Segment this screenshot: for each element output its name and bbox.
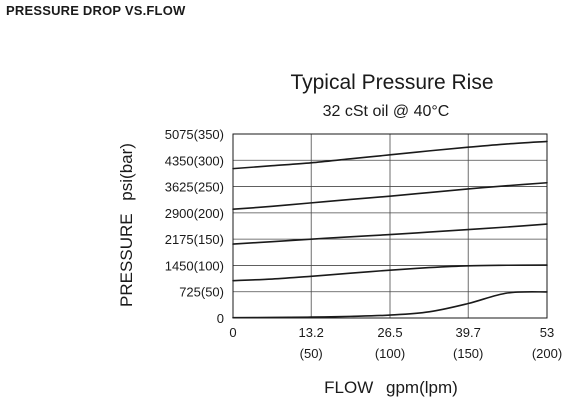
series-line-5 bbox=[232, 140, 548, 170]
series-line-4 bbox=[232, 181, 548, 211]
series-line-3 bbox=[232, 223, 548, 245]
y-tick-labels: 0 725(50) 1450(100) 2175(150) 2900(200) 3625(… bbox=[165, 127, 224, 326]
series-lines bbox=[232, 140, 548, 319]
x-tick-sublabel: (50) bbox=[300, 346, 323, 361]
y-tick-label: 4350(300) bbox=[165, 153, 224, 168]
x-tick-label: 26.5 bbox=[377, 325, 402, 340]
x-axis-title-main: FLOW bbox=[324, 378, 373, 397]
y-tick-label: 0 bbox=[217, 311, 224, 326]
series-line-1 bbox=[232, 290, 548, 319]
chart-title: Typical Pressure Rise bbox=[290, 71, 493, 94]
y-tick-label: 3625(250) bbox=[165, 180, 224, 195]
plot-frame bbox=[232, 133, 548, 319]
y-tick-label: 5075(350) bbox=[165, 127, 224, 142]
x-tick-sublabel: (200) bbox=[532, 346, 562, 361]
y-axis-title-units: psi(bar) bbox=[117, 143, 136, 201]
y-tick-label: 725(50) bbox=[179, 285, 224, 300]
series-line-2 bbox=[232, 264, 548, 282]
y-axis-title-main: PRESSURE bbox=[117, 213, 136, 307]
x-axis-title-units: gpm(lpm) bbox=[386, 378, 458, 397]
svg-text:PRESSURE psi(bar): PRESSURE psi(bar) bbox=[117, 143, 136, 307]
x-axis-title: FLOW gpm(lpm) bbox=[324, 378, 458, 397]
y-tick-label: 1450(100) bbox=[165, 258, 224, 273]
x-tick-label: 13.2 bbox=[299, 325, 324, 340]
y-tick-label: 2900(200) bbox=[165, 206, 224, 221]
page-heading: PRESSURE DROP VS.FLOW bbox=[6, 3, 186, 18]
x-tick-sublabel: (150) bbox=[453, 346, 483, 361]
gridlines bbox=[232, 133, 548, 319]
x-tick-label: 39.7 bbox=[456, 325, 481, 340]
y-tick-label: 2175(150) bbox=[165, 232, 224, 247]
x-tick-labels: 0 13.2 (50) 26.5 (100) 39.7 (150) 53 (200) bbox=[229, 325, 562, 361]
x-tick-label: 53 bbox=[540, 325, 554, 340]
chart-subtitle: 32 cSt oil @ 40°C bbox=[323, 103, 450, 120]
x-tick-label: 0 bbox=[229, 325, 236, 340]
y-axis-title: PRESSURE psi(bar) bbox=[117, 143, 136, 307]
x-tick-sublabel: (100) bbox=[375, 346, 405, 361]
